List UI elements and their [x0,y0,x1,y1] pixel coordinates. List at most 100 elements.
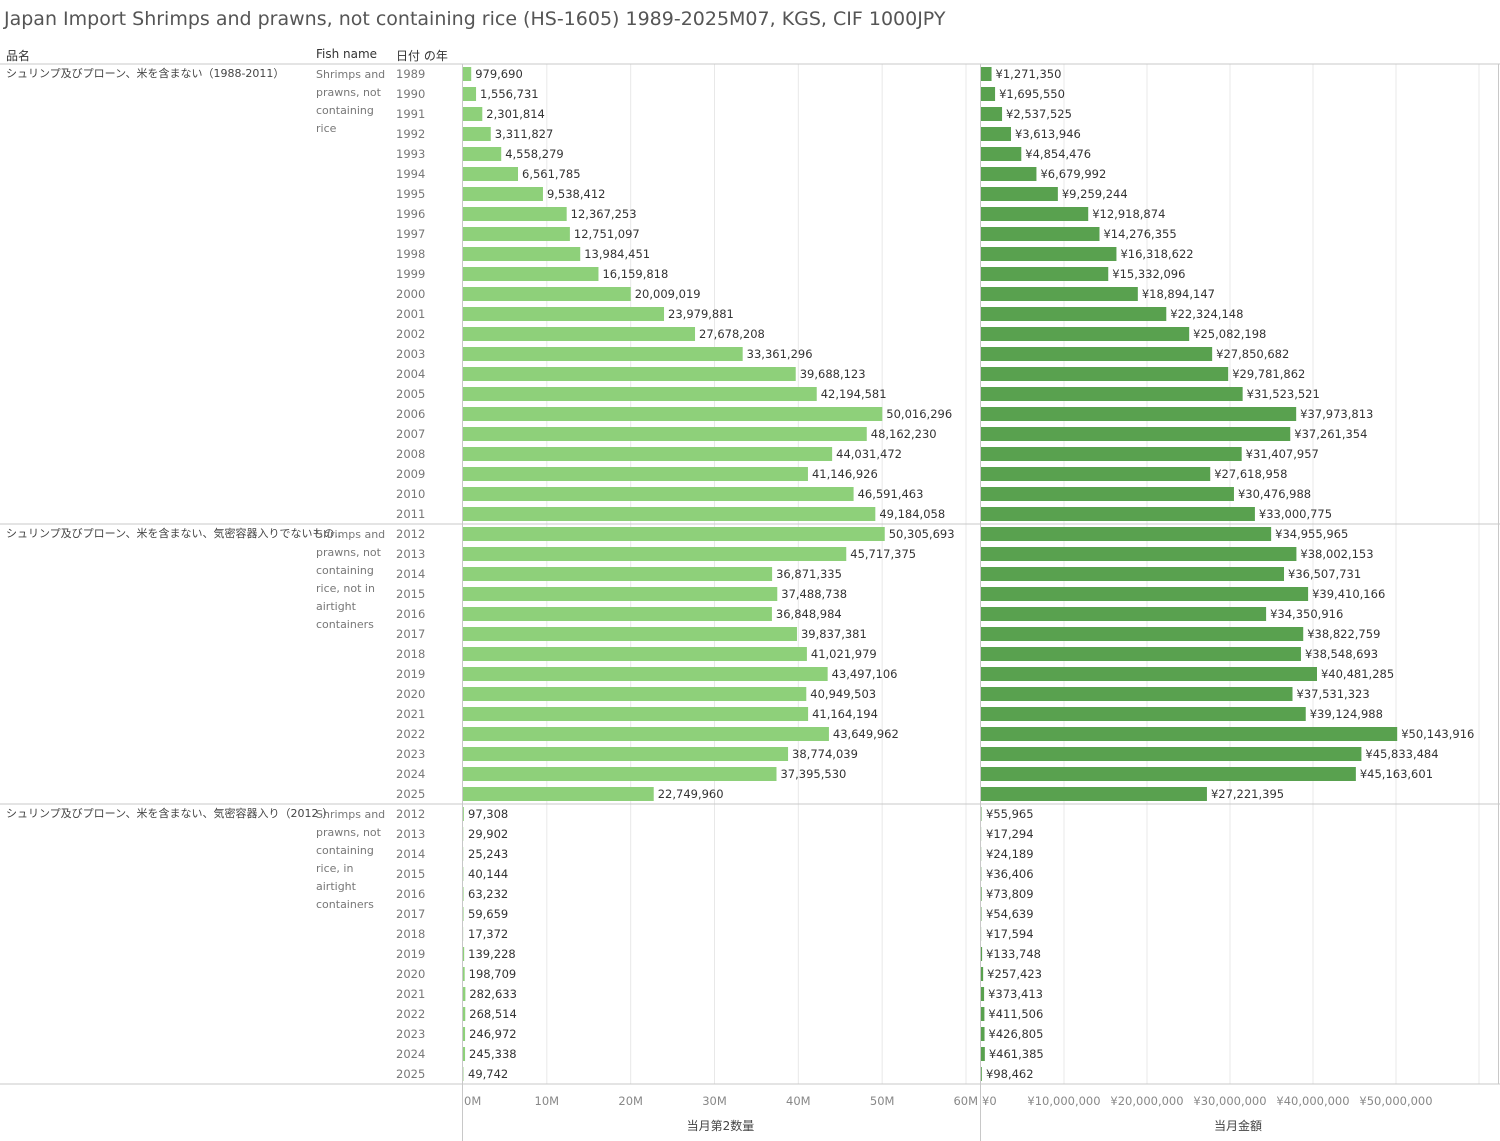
value-data-label: ¥34,350,916 [1270,607,1343,621]
value-bar [981,207,1089,221]
value-data-label: ¥15,332,096 [1112,267,1185,281]
quantity-bar [463,467,808,481]
value-data-label: ¥37,261,354 [1294,427,1367,441]
quantity-bar [463,1027,466,1041]
quantity-bar [463,287,631,301]
quantity-bar [463,167,519,181]
value-tick-label: ¥20,000,000 [1110,1094,1183,1108]
quantity-data-label: 6,561,785 [522,167,581,181]
quantity-data-label: 20,009,019 [635,287,701,301]
category-label: シュリンプ及びプローン、米を含まない（1988-2011） [6,66,284,80]
quantity-data-label: 3,311,827 [495,127,554,141]
value-bar [981,487,1234,501]
year-label: 2019 [396,667,425,681]
year-label: 2021 [396,707,425,721]
value-data-label: ¥461,385 [989,1047,1044,1061]
year-label: 2016 [396,887,425,901]
quantity-bar [463,947,465,961]
value-data-label: ¥34,955,965 [1275,527,1348,541]
quantity-bar [463,147,502,161]
quantity-data-label: 41,164,194 [812,707,878,721]
quantity-data-label: 17,372 [468,927,508,941]
value-bar [981,107,1003,121]
value-bar [981,227,1100,241]
value-data-label: ¥373,413 [988,987,1043,1001]
year-label: 2006 [396,407,425,421]
value-bar [981,1067,982,1081]
year-label: 2024 [396,1047,425,1061]
value-data-label: ¥45,163,601 [1360,767,1433,781]
quantity-data-label: 44,031,472 [836,447,902,461]
year-label: 2012 [396,527,425,541]
quantity-data-label: 39,688,123 [800,367,866,381]
value-data-label: ¥27,850,682 [1216,347,1289,361]
value-bar [981,467,1211,481]
year-label: 2004 [396,367,425,381]
quantity-bar [463,987,466,1001]
fish-name-label: Shrimps and [316,68,385,81]
year-label: 1989 [396,67,425,81]
quantity-data-label: 12,367,253 [571,207,637,221]
quantity-tick-label: 60M [953,1094,978,1108]
value-tick-label: ¥0 [982,1094,997,1108]
year-label: 2010 [396,487,425,501]
quantity-bar [463,707,809,721]
quantity-bar [463,347,743,361]
value-bar [981,627,1304,641]
value-data-label: ¥257,423 [987,967,1042,981]
fish-name-label: Shrimps and [316,808,385,821]
value-data-label: ¥6,679,992 [1040,167,1106,181]
quantity-data-label: 23,979,881 [668,307,734,321]
quantity-tick-label: 50M [870,1094,895,1108]
year-label: 2024 [396,767,425,781]
quantity-data-label: 49,184,058 [879,507,945,521]
quantity-bar [463,447,833,461]
quantity-bar [463,727,829,741]
quantity-tick-label: 40M [786,1094,811,1108]
year-label: 1994 [396,167,425,181]
year-label: 2013 [396,547,425,561]
year-label: 2014 [396,847,425,861]
category-label: シュリンプ及びプローン、米を含まない、気密容器入り（2012-） [6,806,333,820]
value-data-label: ¥14,276,355 [1103,227,1176,241]
value-data-label: ¥17,294 [986,827,1034,841]
value-axis-title: 当月金額 [1214,1118,1262,1133]
value-data-label: ¥22,324,148 [1170,307,1243,321]
value-data-label: ¥38,822,759 [1307,627,1380,641]
quantity-data-label: 40,144 [468,867,508,881]
value-data-label: ¥33,000,775 [1259,507,1332,521]
value-data-label: ¥38,548,693 [1305,647,1378,661]
value-bar [981,427,1291,441]
value-data-label: ¥1,695,550 [999,87,1065,101]
value-data-label: ¥40,481,285 [1321,667,1394,681]
value-data-label: ¥27,618,958 [1214,467,1287,481]
year-label: 1992 [396,127,425,141]
quantity-data-label: 43,497,106 [832,667,898,681]
value-data-label: ¥30,476,988 [1238,487,1311,501]
fish-name-label: airtight [316,600,357,613]
value-bar [981,587,1309,601]
year-label: 2022 [396,727,425,741]
quantity-bar [463,427,867,441]
fish-name-label: prawns, not [316,86,382,99]
value-data-label: ¥73,809 [986,887,1034,901]
fish-name-label: containers [316,618,374,631]
value-data-label: ¥4,854,476 [1025,147,1091,161]
value-bar [981,447,1242,461]
value-data-label: ¥36,406 [986,867,1034,881]
quantity-bar [463,667,828,681]
year-label: 2021 [396,987,425,1001]
year-label: 2020 [396,687,425,701]
quantity-data-label: 45,717,375 [850,547,916,561]
quantity-data-label: 1,556,731 [480,87,539,101]
value-bar [981,547,1297,561]
quantity-tick-label: 30M [702,1094,727,1108]
year-label: 2015 [396,867,425,881]
value-bar [981,687,1293,701]
year-label: 1997 [396,227,425,241]
value-data-label: ¥426,805 [989,1027,1044,1041]
value-data-label: ¥25,082,198 [1193,327,1266,341]
year-label: 2012 [396,807,425,821]
value-bar [981,887,982,901]
value-data-label: ¥16,318,622 [1120,247,1193,261]
